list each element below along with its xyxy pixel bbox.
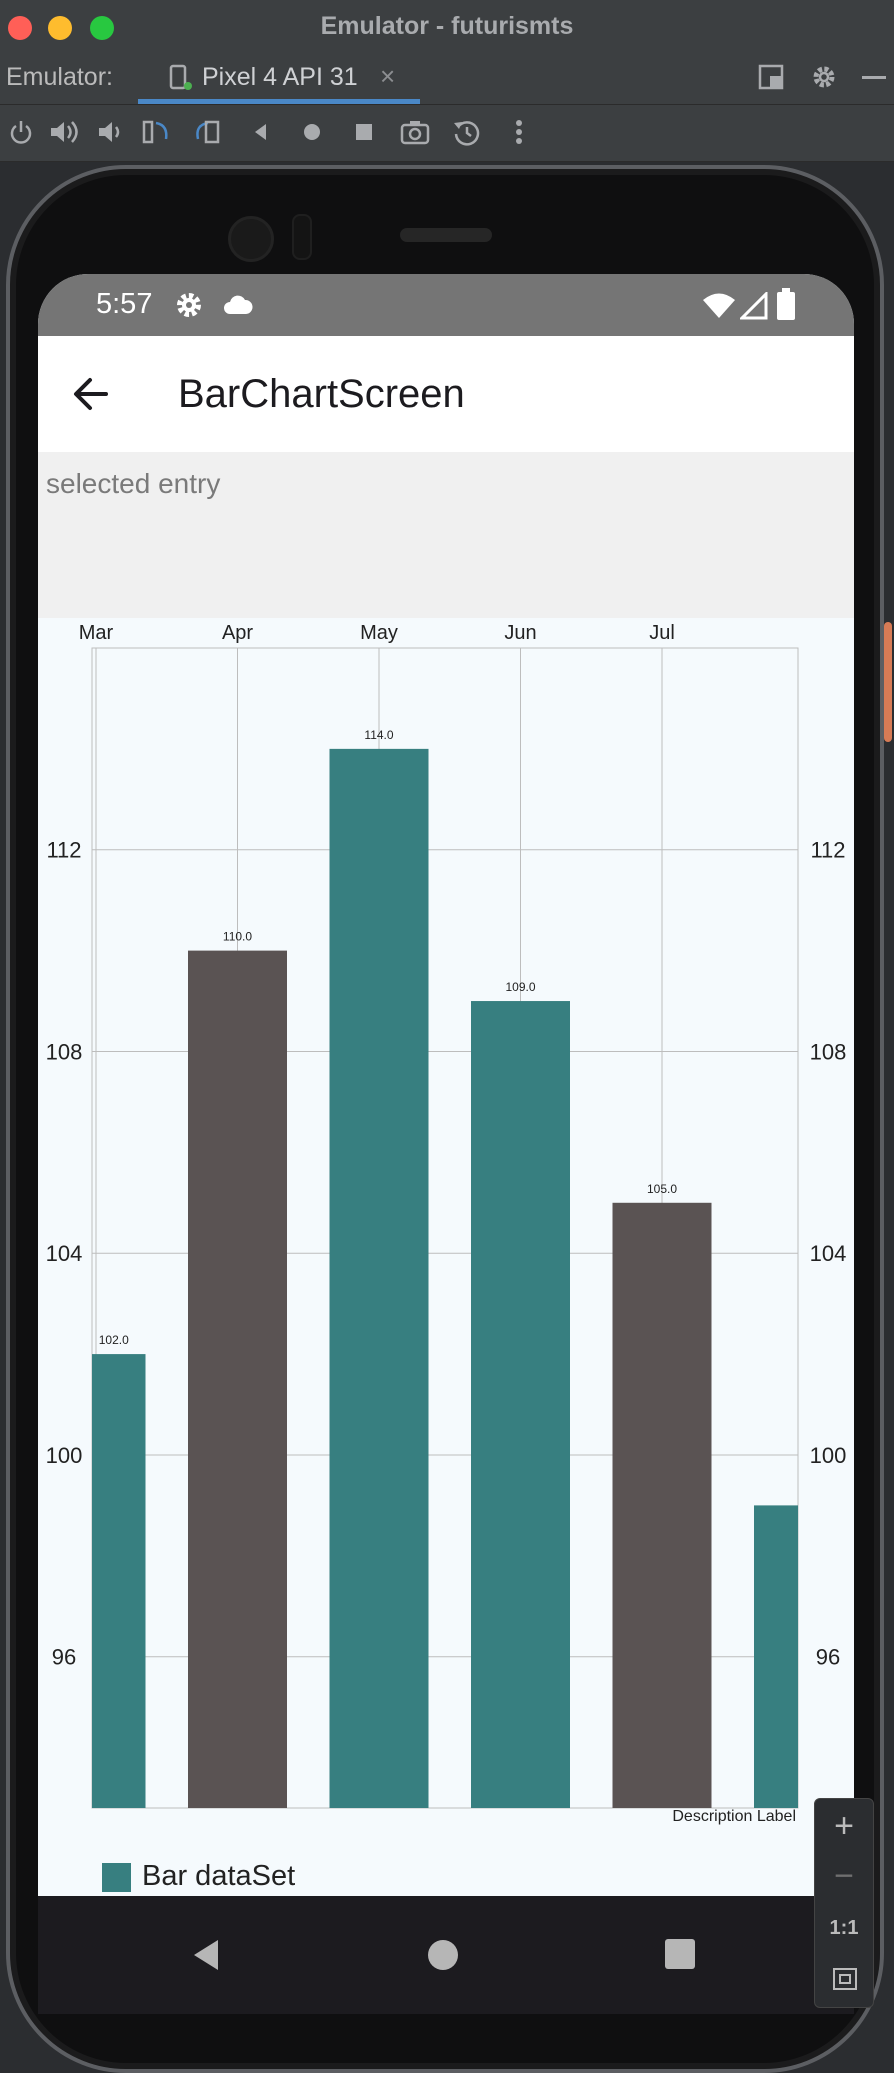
volume-down-icon[interactable] bbox=[96, 117, 124, 147]
zoom-1to1-button[interactable]: 1:1 bbox=[829, 1917, 859, 1939]
power-icon[interactable] bbox=[8, 117, 34, 147]
back-arrow-icon[interactable] bbox=[72, 376, 110, 412]
x-tick-label: Jun bbox=[504, 622, 536, 644]
y-tick-label-right: 104 bbox=[810, 1241, 847, 1266]
emulator-tabbar: Emulator: Pixel 4 API 31 × bbox=[0, 52, 894, 105]
phone-screen: 5:57 BarChartScreen selected entry 96 96 1… bbox=[38, 274, 854, 2014]
nav-back-icon[interactable] bbox=[190, 1938, 222, 1972]
y-tick-label-right: 96 bbox=[816, 1645, 840, 1670]
top-app-bar: BarChartScreen bbox=[38, 336, 854, 452]
emulator-label: Emulator: bbox=[6, 63, 113, 91]
x-tick-label: Mar bbox=[79, 622, 114, 644]
y-tick-label-left: 112 bbox=[46, 838, 81, 863]
maximize-window-button[interactable] bbox=[90, 16, 114, 40]
device-icon bbox=[169, 64, 192, 90]
bar-value-label: 102.0 bbox=[99, 1333, 129, 1347]
back-icon[interactable] bbox=[250, 117, 270, 147]
front-camera bbox=[228, 216, 274, 262]
tab-label: Pixel 4 API 31 bbox=[202, 63, 358, 91]
battery-icon bbox=[777, 288, 795, 320]
bar bbox=[754, 1505, 798, 1808]
right-scroll-handle[interactable] bbox=[884, 622, 892, 742]
zoom-out-button[interactable]: − bbox=[834, 1857, 854, 1895]
page-title: BarChartScreen bbox=[178, 372, 465, 416]
rotate-right-icon[interactable] bbox=[192, 117, 224, 147]
snapshot-icon[interactable] bbox=[452, 117, 482, 147]
x-tick-label: Apr bbox=[222, 622, 253, 644]
y-tick-label-left: 100 bbox=[46, 1443, 83, 1468]
nav-home-icon[interactable] bbox=[426, 1938, 460, 1972]
home-icon[interactable] bbox=[302, 117, 322, 147]
emulator-toolbar bbox=[0, 105, 894, 162]
x-tick-label: May bbox=[360, 622, 398, 644]
bar bbox=[471, 1001, 570, 1808]
y-tick-label-left: 104 bbox=[46, 1241, 83, 1266]
rotate-left-icon[interactable] bbox=[140, 117, 172, 147]
bar bbox=[612, 1202, 712, 1808]
window-titlebar: Emulator - futurismts bbox=[0, 0, 894, 53]
minimize-window-button[interactable] bbox=[48, 16, 72, 40]
selected-entry-text: selected entry bbox=[46, 468, 221, 499]
bar-chart[interactable]: 96 96 100 100 104 104 108 108 112 112 Mar Apr May Jun… bbox=[38, 618, 854, 1828]
bar-value-label: 105.0 bbox=[647, 1182, 677, 1196]
tab-pixel-4[interactable]: Pixel 4 API 31 × bbox=[138, 52, 420, 104]
signal-icon bbox=[740, 292, 768, 320]
y-tick-label-right: 108 bbox=[810, 1039, 847, 1064]
bar bbox=[92, 1354, 146, 1808]
cloud-icon bbox=[224, 295, 253, 314]
nav-overview-icon[interactable] bbox=[664, 1938, 696, 1970]
bar-value-label: 109.0 bbox=[505, 980, 535, 994]
overview-icon[interactable] bbox=[354, 117, 374, 147]
y-tick-label-left: 96 bbox=[52, 1645, 76, 1670]
settings-icon bbox=[177, 293, 201, 317]
y-tick-label-right: 112 bbox=[810, 838, 845, 863]
close-window-button[interactable] bbox=[8, 16, 32, 40]
window-title: Emulator - futurismts bbox=[320, 12, 574, 40]
bar bbox=[188, 950, 287, 1808]
bar-value-label: 114.0 bbox=[364, 728, 393, 742]
fit-screen-icon[interactable] bbox=[832, 1967, 858, 1991]
status-time: 5:57 bbox=[96, 288, 153, 320]
zoom-controls: + − 1:1 bbox=[814, 1798, 874, 2008]
tab-close-icon[interactable]: × bbox=[380, 61, 396, 91]
camera-icon[interactable] bbox=[400, 117, 430, 147]
x-tick-label: Jul bbox=[649, 622, 675, 644]
wifi-icon bbox=[703, 293, 735, 318]
chart-description: Description Label bbox=[672, 1808, 796, 1825]
gear-icon[interactable] bbox=[810, 63, 838, 91]
y-tick-label-right: 100 bbox=[810, 1443, 847, 1468]
bar-value-label: 110.0 bbox=[223, 930, 252, 944]
status-bar: 5:57 bbox=[38, 274, 854, 336]
more-icon[interactable] bbox=[512, 117, 526, 147]
y-tick-label-left: 108 bbox=[46, 1039, 83, 1064]
earpiece bbox=[400, 228, 492, 242]
volume-up-icon[interactable] bbox=[48, 117, 80, 147]
minimize-icon[interactable] bbox=[862, 76, 886, 80]
navigation-bar bbox=[38, 1896, 854, 2014]
layout-icon[interactable] bbox=[758, 64, 784, 90]
sensor bbox=[292, 214, 312, 260]
bar bbox=[329, 748, 429, 1808]
plot-frame bbox=[91, 647, 799, 1809]
zoom-in-button[interactable]: + bbox=[834, 1807, 854, 1845]
legend-swatch bbox=[102, 1863, 131, 1892]
legend-label: Bar dataSet bbox=[142, 1860, 296, 1892]
selected-entry-panel: selected entry bbox=[38, 452, 854, 618]
